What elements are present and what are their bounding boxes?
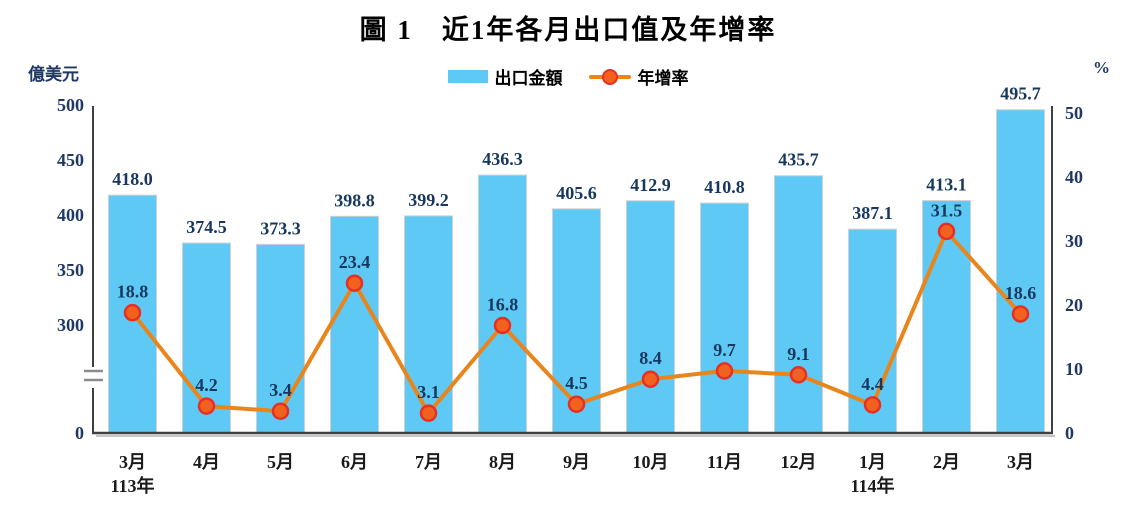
bar-value-label: 435.7 <box>778 150 819 170</box>
growth-value-label: 4.2 <box>195 375 218 395</box>
bar <box>330 215 379 434</box>
left-tick-label: 500 <box>57 95 84 115</box>
bar-value-label: 387.1 <box>852 203 893 223</box>
bar <box>700 202 749 434</box>
growth-value-label: 18.8 <box>117 282 149 302</box>
bar-value-label: 399.2 <box>408 190 449 210</box>
line-swatch-icon <box>588 68 631 85</box>
month-label: 12月 <box>781 452 817 472</box>
right-tick-label: 10 <box>1065 359 1083 379</box>
month-label: 7月 <box>415 452 442 472</box>
year-label: 113年 <box>110 475 154 496</box>
bar-value-label: 412.9 <box>630 175 671 195</box>
month-label: 10月 <box>633 452 669 472</box>
left-tick-label: 400 <box>57 205 84 225</box>
right-tick-label: 20 <box>1065 295 1083 315</box>
bar-value-label: 373.3 <box>260 218 301 238</box>
bar <box>996 109 1045 434</box>
right-tick-label: 40 <box>1065 167 1083 187</box>
bar-swatch-icon <box>447 70 488 83</box>
left-tick-label: 450 <box>57 150 84 170</box>
growth-value-label: 18.6 <box>1005 283 1037 303</box>
right-tick-label: 0 <box>1065 423 1074 443</box>
bar <box>774 175 823 434</box>
legend-label-export-amount: 出口金額 <box>494 69 563 88</box>
growth-marker <box>1011 305 1030 323</box>
growth-marker <box>197 397 216 415</box>
month-label: 1月 <box>859 452 886 472</box>
bar-value-label: 398.8 <box>334 190 375 210</box>
growth-marker <box>345 274 364 292</box>
growth-marker <box>863 396 882 414</box>
left-tick-label: 0 <box>75 423 84 443</box>
month-label: 5月 <box>267 452 294 472</box>
right-tick-label: 50 <box>1065 103 1083 123</box>
growth-marker <box>789 366 808 384</box>
bar-value-label: 374.5 <box>186 217 227 237</box>
left-axis-unit: 億美元 <box>28 65 79 84</box>
year-label: 114年 <box>850 475 894 496</box>
bar-value-label: 410.8 <box>704 177 745 197</box>
bar-value-label: 413.1 <box>926 175 967 195</box>
month-label: 2月 <box>933 452 960 472</box>
legend-label-growth-rate: 年增率 <box>637 69 689 88</box>
growth-marker <box>419 404 438 422</box>
bar-value-label: 405.6 <box>556 183 597 203</box>
month-label: 6月 <box>341 452 368 472</box>
left-tick-label: 300 <box>57 315 84 335</box>
bar <box>478 174 527 434</box>
growth-value-label: 8.4 <box>639 348 662 368</box>
growth-marker <box>937 222 956 241</box>
growth-marker <box>567 395 586 413</box>
growth-marker <box>493 316 512 335</box>
growth-marker <box>271 402 290 420</box>
month-label: 11月 <box>707 452 742 472</box>
growth-marker <box>715 362 734 380</box>
growth-value-label: 4.5 <box>565 373 588 393</box>
growth-value-label: 9.1 <box>787 344 810 364</box>
bar <box>256 243 305 434</box>
growth-value-label: 31.5 <box>931 200 963 220</box>
legend: 出口金額 年增率 <box>0 64 1136 89</box>
growth-marker <box>123 303 142 322</box>
growth-marker <box>641 370 660 388</box>
growth-value-label: 3.4 <box>269 380 292 400</box>
legend-item-export-amount: 出口金額 <box>447 64 563 89</box>
growth-value-label: 9.7 <box>713 340 736 360</box>
growth-value-label: 3.1 <box>417 382 440 402</box>
growth-value-label: 16.8 <box>487 294 519 314</box>
month-label: 8月 <box>489 452 516 472</box>
growth-value-label: 23.4 <box>339 252 371 272</box>
month-label: 3月 <box>119 452 146 472</box>
bar <box>626 200 675 434</box>
left-tick-label: 350 <box>57 260 84 280</box>
bar-value-label: 495.7 <box>1000 84 1041 104</box>
chart-title: 圖 1 近1年各月出口值及年增率 <box>359 15 777 45</box>
month-label: 4月 <box>193 452 220 472</box>
bar-value-label: 418.0 <box>112 169 153 189</box>
right-axis-unit: % <box>1093 58 1110 77</box>
line-marker-icon <box>601 68 618 85</box>
growth-value-label: 4.4 <box>861 374 884 394</box>
bar-value-label: 436.3 <box>482 149 523 169</box>
month-label: 3月 <box>1007 452 1034 472</box>
right-tick-label: 30 <box>1065 231 1083 251</box>
month-label: 9月 <box>563 452 590 472</box>
legend-item-growth-rate: 年增率 <box>588 64 689 89</box>
